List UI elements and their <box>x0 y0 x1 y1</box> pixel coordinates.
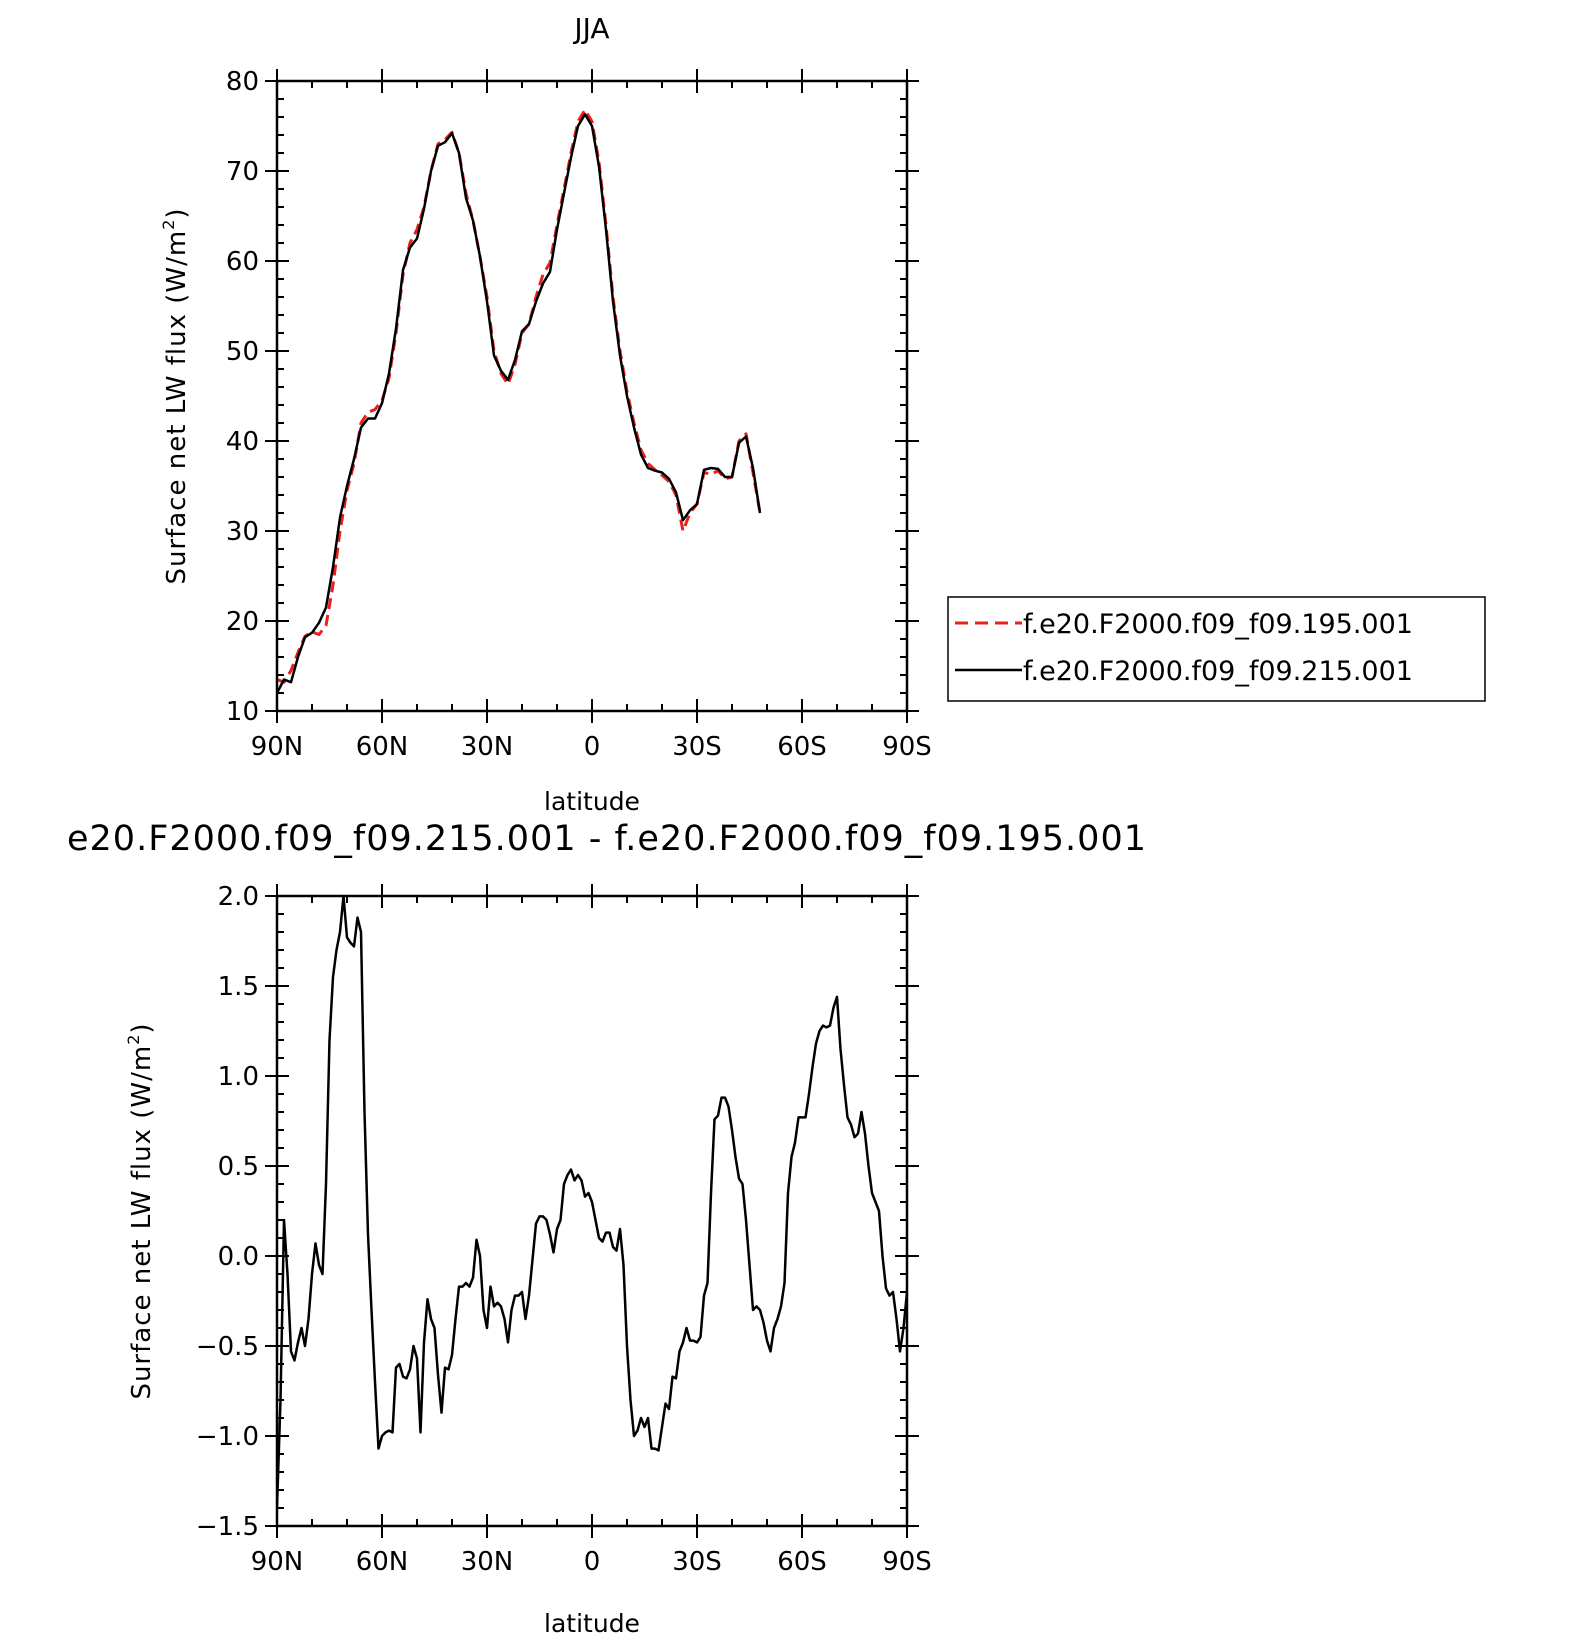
top-ylabel: Surface net LW flux (W/m2) <box>159 207 192 584</box>
top-x-tick-label: 60N <box>356 732 409 762</box>
bottom-y-tick-label: 2.0 <box>218 882 259 912</box>
top-series-group <box>277 108 762 694</box>
top-y-tick-label: 10 <box>226 697 259 727</box>
top-x-tick-label: 90N <box>251 732 304 762</box>
top-y-tick-label: 30 <box>226 517 259 547</box>
top-ylabel-main: Surface net LW flux (W/m <box>162 230 192 585</box>
top-y-tick-label: 40 <box>226 427 259 457</box>
bottom-y-tick-label: 1.5 <box>218 972 259 1002</box>
bottom-plot-frame <box>275 894 909 1528</box>
bottom-x-tick-label: 60N <box>356 1547 409 1577</box>
top-x-tick-label: 0 <box>584 732 601 762</box>
bottom-y-tick-label: −1.0 <box>196 1422 259 1452</box>
top-x-tick-label: 30N <box>461 732 514 762</box>
bottom-x-tick-label: 90S <box>882 1547 932 1577</box>
top-plot-frame <box>275 79 909 713</box>
bottom-x-tick-label: 90N <box>251 1547 304 1577</box>
bottom-ylabel-sup: 2 <box>124 1034 143 1045</box>
bottom-axes: 90N 60N 30N 0 30S 60S 90S −1.5 −1.0 −0.5 0.0 0.5 1.0… <box>196 882 932 1577</box>
bottom-series-line-0 <box>277 894 907 1509</box>
bottom-y-tick-label: 1.0 <box>218 1062 259 1092</box>
bottom-y-tick-label: 0.0 <box>218 1242 259 1272</box>
bottom-panel: e20.F2000.f09_f09.215.001 - f.e20.F2000.… <box>67 819 1147 1638</box>
top-y-tick-label: 20 <box>226 607 259 637</box>
top-series-line-0 <box>277 108 762 684</box>
bottom-xlabel: latitude <box>544 1609 640 1638</box>
top-title: JJA <box>572 12 609 45</box>
top-y-tick-label: 60 <box>226 247 259 277</box>
top-y-tick-label: 80 <box>226 67 259 97</box>
legend-label-215: f.e20.F2000.f09_f09.215.001 <box>1023 656 1413 687</box>
top-xlabel: latitude <box>544 787 640 816</box>
top-x-tick-label: 60S <box>777 732 827 762</box>
legend: f.e20.F2000.f09_f09.195.001 f.e20.F2000.… <box>947 596 1486 702</box>
top-ylabel-close: ) <box>162 207 192 218</box>
top-series-line-1 <box>277 113 762 694</box>
bottom-series-group <box>277 894 907 1509</box>
bottom-ylabel-close: ) <box>127 1022 157 1033</box>
top-axes: 90N 60N 30N 0 30S 60S 90S 10 20 30 40 50 60 70 80 <box>226 67 932 762</box>
bottom-y-tick-label: −1.5 <box>196 1512 259 1542</box>
top-y-tick-label: 50 <box>226 337 259 367</box>
top-y-tick-label: 70 <box>226 157 259 187</box>
bottom-x-tick-label: 30N <box>461 1547 514 1577</box>
top-x-tick-label: 30S <box>672 732 722 762</box>
bottom-x-tick-label: 60S <box>777 1547 827 1577</box>
bottom-x-tick-label: 30S <box>672 1547 722 1577</box>
top-x-tick-label: 90S <box>882 732 932 762</box>
bottom-ylabel-main: Surface net LW flux (W/m <box>127 1045 157 1400</box>
legend-box <box>947 596 1486 702</box>
legend-label-195: f.e20.F2000.f09_f09.195.001 <box>1023 609 1413 640</box>
top-panel: JJA 90N 60N 30N 0 30S 60S 90S1020304050607080 … <box>159 12 932 816</box>
bottom-title: e20.F2000.f09_f09.215.001 - f.e20.F2000.… <box>67 819 1147 859</box>
bottom-y-tick-label: 0.5 <box>218 1152 259 1182</box>
bottom-x-tick-label: 0 <box>584 1547 601 1577</box>
top-ylabel-sup: 2 <box>159 219 178 230</box>
bottom-ylabel: Surface net LW flux (W/m2) <box>124 1022 157 1399</box>
bottom-y-tick-label: −0.5 <box>196 1332 259 1362</box>
